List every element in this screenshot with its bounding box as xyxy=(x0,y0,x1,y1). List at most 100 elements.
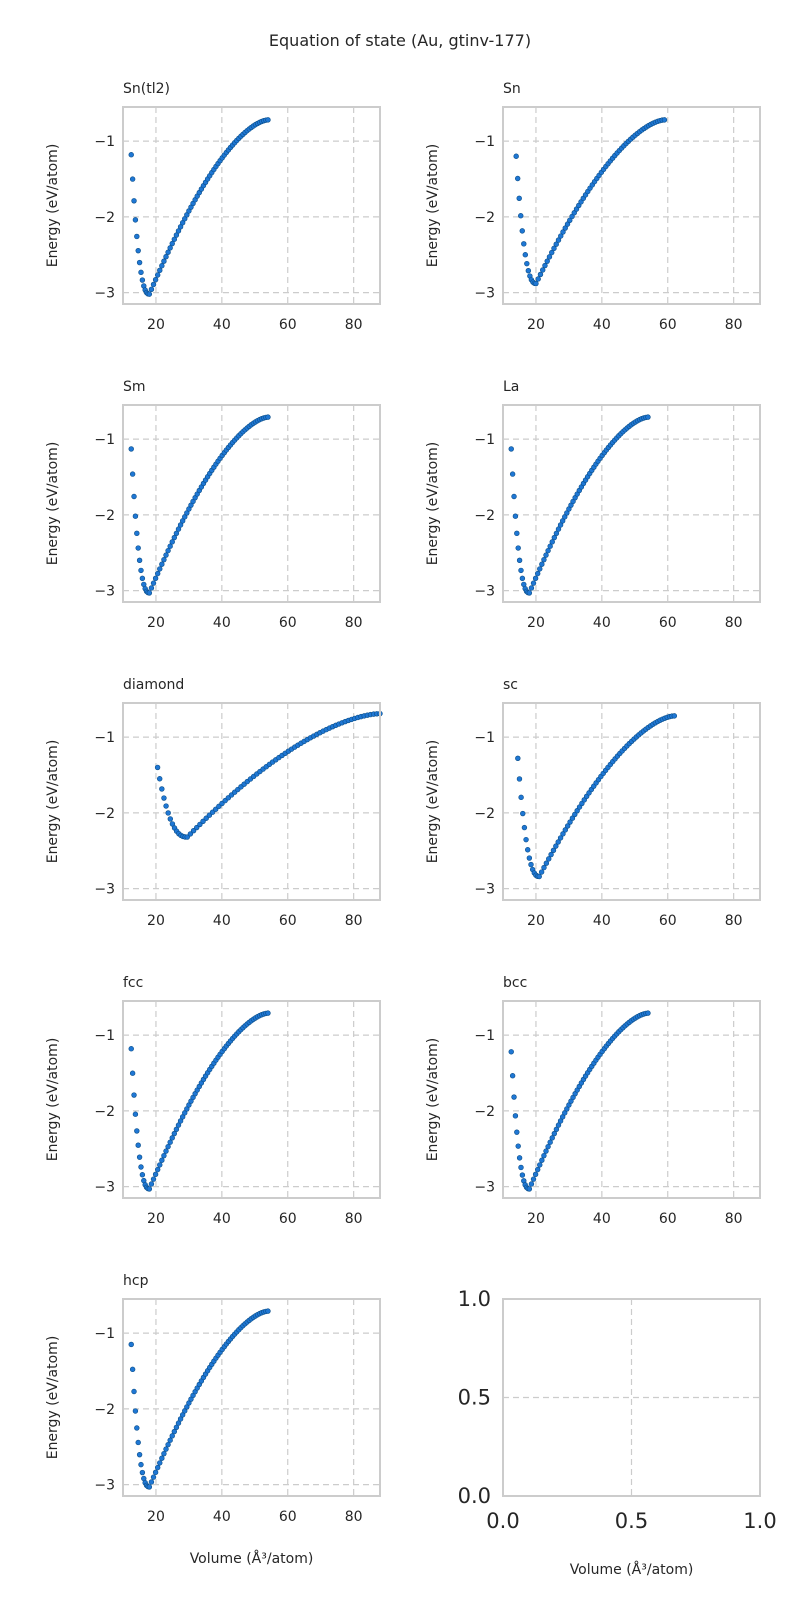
data-point xyxy=(515,1143,521,1149)
x-tick-label: 20 xyxy=(147,913,165,929)
y-axis-label: Energy (eV/atom) xyxy=(45,442,61,566)
data-point xyxy=(528,585,535,591)
y-tick-label: 0.5 xyxy=(458,1386,491,1410)
data-point xyxy=(138,1461,144,1468)
y-tick-label: −1 xyxy=(474,134,495,150)
x-tick-label: 1.0 xyxy=(743,1509,776,1533)
panel-title: bcc xyxy=(503,975,527,991)
eos-panel-Sn(tl2): 20 40 60 80 −1 −2 −3 Sn(tl2) Energy (eV/atom) xyxy=(45,81,381,333)
data-point xyxy=(555,839,561,845)
data-point xyxy=(515,755,521,762)
data-point xyxy=(530,580,537,586)
x-tick-label: 80 xyxy=(345,1211,363,1227)
data-point xyxy=(129,471,136,477)
eos-panel-empty: 0.0 0.5 1.0 0.0 0.5 1.0 Volume (Å³/atom) xyxy=(458,1287,777,1578)
panel-title: Sn xyxy=(503,81,521,97)
data-point xyxy=(508,446,514,452)
data-point xyxy=(132,513,139,519)
data-point xyxy=(562,827,569,833)
data-point xyxy=(157,267,163,274)
data-point xyxy=(557,835,564,841)
x-tick-label: 80 xyxy=(725,1211,743,1227)
data-point xyxy=(163,1148,169,1154)
data-point xyxy=(560,831,566,837)
data-point xyxy=(541,864,547,871)
x-tick-label: 20 xyxy=(147,615,165,631)
data-point xyxy=(159,1157,165,1163)
data-point xyxy=(539,561,545,567)
x-tick-label: 20 xyxy=(527,913,545,929)
data-point xyxy=(146,590,153,596)
y-tick-label: −3 xyxy=(94,1478,115,1494)
eos-panel-Sn: 20 40 60 80 −1 −2 −3 Sn Energy (eV/atom) xyxy=(425,81,761,333)
data-point xyxy=(169,240,175,247)
data-point xyxy=(139,1172,146,1178)
data-point xyxy=(146,291,153,297)
x-tick-label: 40 xyxy=(593,1211,611,1227)
data-point xyxy=(157,566,163,572)
x-tick-label: 40 xyxy=(593,913,611,929)
data-point xyxy=(543,860,550,866)
data-point xyxy=(524,260,530,267)
data-point xyxy=(146,1484,153,1490)
data-point xyxy=(522,252,529,258)
x-tick-label: 20 xyxy=(147,1211,165,1227)
data-point xyxy=(543,1148,549,1154)
data-point xyxy=(171,236,178,242)
y-axis-label: Energy (eV/atom) xyxy=(45,144,61,268)
data-point xyxy=(537,566,543,572)
data-point xyxy=(528,861,534,868)
eos-panel-hcp: 20 40 60 80 −1 −2 −3 hcp Energy (eV/atom) Volume … xyxy=(45,1273,381,1567)
y-tick-label: −2 xyxy=(94,1402,115,1418)
data-point xyxy=(146,1186,153,1192)
panel-title: fcc xyxy=(123,975,143,991)
data-point xyxy=(129,176,136,182)
data-point xyxy=(148,286,155,292)
data-point xyxy=(535,276,541,282)
data-point xyxy=(516,557,523,564)
data-point xyxy=(165,810,171,816)
y-axis-label: Energy (eV/atom) xyxy=(45,1336,61,1460)
data-point xyxy=(161,1152,167,1159)
x-tick-label: 20 xyxy=(527,317,545,333)
data-point xyxy=(157,1162,163,1168)
y-axis-label: Energy (eV/atom) xyxy=(425,442,441,566)
data-point xyxy=(131,493,137,500)
data-point xyxy=(150,1474,157,1480)
data-point xyxy=(135,545,141,551)
data-point xyxy=(569,815,576,821)
data-point xyxy=(518,213,524,219)
y-tick-label: −2 xyxy=(94,806,115,822)
data-point xyxy=(516,776,523,782)
data-point xyxy=(534,570,541,577)
data-point xyxy=(560,229,566,235)
data-point xyxy=(154,272,161,278)
x-axis-label: Volume (Å³/atom) xyxy=(570,1561,694,1578)
x-tick-label: 40 xyxy=(213,1509,231,1525)
x-tick-label: 40 xyxy=(213,317,231,333)
data-point xyxy=(132,217,139,223)
data-point xyxy=(157,776,163,782)
y-tick-label: −2 xyxy=(474,210,495,226)
data-point xyxy=(150,580,157,586)
data-point xyxy=(515,545,521,551)
axes-frame xyxy=(122,1000,381,1199)
data-point xyxy=(139,277,146,283)
data-point xyxy=(129,1070,136,1076)
data-point xyxy=(134,233,140,240)
data-point xyxy=(157,1460,163,1466)
y-tick-label: −1 xyxy=(474,432,495,448)
data-point xyxy=(265,1010,271,1016)
data-point xyxy=(165,547,171,554)
y-tick-label: 1.0 xyxy=(458,1287,491,1311)
data-point xyxy=(159,1455,165,1461)
data-point xyxy=(537,271,544,278)
data-point xyxy=(549,539,555,545)
y-tick-label: −2 xyxy=(474,508,495,524)
data-point xyxy=(526,590,533,596)
panel-title: sc xyxy=(503,677,518,693)
data-point xyxy=(173,1424,180,1430)
x-tick-label: 80 xyxy=(345,913,363,929)
data-point xyxy=(175,1122,182,1128)
data-point xyxy=(159,786,165,792)
